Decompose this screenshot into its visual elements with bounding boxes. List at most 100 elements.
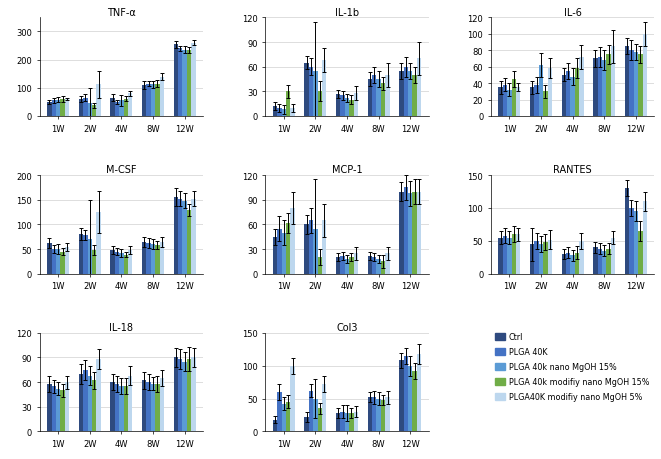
Bar	[79, 374, 83, 431]
Bar	[634, 212, 638, 274]
Bar	[530, 245, 534, 274]
Bar	[318, 409, 322, 431]
Bar	[368, 397, 372, 431]
Bar	[638, 55, 642, 117]
Bar	[412, 192, 417, 274]
Bar	[304, 225, 309, 274]
Bar	[629, 51, 634, 117]
Bar	[322, 61, 327, 117]
Bar	[516, 235, 520, 274]
Bar	[607, 55, 611, 117]
Bar	[534, 85, 539, 117]
Bar	[124, 99, 128, 117]
Bar	[47, 103, 52, 117]
Bar	[408, 72, 412, 117]
Bar	[642, 35, 647, 117]
Bar	[273, 420, 277, 431]
Bar	[408, 194, 412, 274]
Bar	[336, 413, 340, 431]
Title: RANTES: RANTES	[553, 165, 592, 175]
Bar	[562, 254, 566, 274]
Bar	[313, 229, 318, 274]
Bar	[87, 104, 92, 117]
Bar	[638, 231, 642, 274]
Bar	[115, 384, 119, 431]
Bar	[309, 221, 313, 274]
Bar	[128, 376, 132, 431]
Bar	[607, 249, 611, 274]
Bar	[110, 251, 115, 274]
Bar	[579, 241, 584, 274]
Bar	[354, 412, 358, 431]
Bar	[52, 101, 56, 117]
Bar	[498, 88, 503, 117]
Bar	[381, 262, 385, 274]
Bar	[174, 198, 178, 274]
Bar	[87, 376, 92, 431]
Bar	[309, 67, 313, 117]
Bar	[318, 92, 322, 117]
Bar	[79, 100, 83, 117]
Bar	[336, 95, 340, 117]
Bar	[160, 378, 164, 431]
Bar	[404, 356, 408, 431]
Bar	[385, 253, 390, 274]
Bar	[543, 92, 548, 117]
Bar	[191, 44, 196, 117]
Bar	[56, 101, 60, 117]
Bar	[548, 240, 552, 274]
Bar	[598, 249, 602, 274]
Bar	[182, 362, 187, 431]
Title: IL-1b: IL-1b	[335, 8, 359, 17]
Bar	[354, 253, 358, 274]
Bar	[399, 361, 404, 431]
Bar	[593, 59, 598, 117]
Bar	[83, 236, 87, 274]
Legend: Ctrl, PLGA 40K, PLGA 40k nano MgOH 15%, PLGA 40k modifiy nano MgOH 15%, PLGA40K : Ctrl, PLGA 40K, PLGA 40k nano MgOH 15%, …	[495, 332, 649, 401]
Bar	[512, 80, 516, 117]
Bar	[385, 397, 390, 431]
Bar	[313, 72, 318, 117]
Bar	[412, 371, 417, 431]
Bar	[372, 257, 376, 274]
Bar	[178, 199, 182, 274]
Bar	[92, 381, 97, 431]
Bar	[625, 47, 629, 117]
Bar	[115, 252, 119, 274]
Bar	[570, 256, 575, 274]
Bar	[92, 251, 97, 274]
Bar	[128, 94, 132, 117]
Bar	[412, 76, 417, 117]
Bar	[340, 256, 345, 274]
Bar	[498, 238, 503, 274]
Bar	[304, 417, 309, 431]
Bar	[404, 188, 408, 274]
Bar	[174, 45, 178, 117]
Bar	[575, 253, 579, 274]
Bar	[65, 100, 69, 117]
Bar	[65, 382, 69, 431]
Title: IL-6: IL-6	[564, 8, 582, 17]
Bar	[566, 253, 570, 274]
Bar	[345, 413, 349, 431]
Bar	[290, 108, 295, 117]
Bar	[187, 359, 191, 431]
Bar	[503, 236, 507, 274]
Bar	[376, 259, 381, 274]
Bar	[178, 49, 182, 117]
Bar	[336, 257, 340, 274]
Bar	[372, 76, 376, 117]
Bar	[56, 250, 60, 274]
Bar	[182, 50, 187, 117]
Bar	[174, 358, 178, 431]
Bar	[160, 242, 164, 274]
Bar	[381, 84, 385, 117]
Bar	[372, 397, 376, 431]
Bar	[282, 404, 286, 431]
Bar	[548, 69, 552, 117]
Bar	[516, 88, 520, 117]
Bar	[309, 391, 313, 431]
Bar	[56, 389, 60, 431]
Bar	[286, 223, 290, 274]
Bar	[119, 101, 124, 117]
